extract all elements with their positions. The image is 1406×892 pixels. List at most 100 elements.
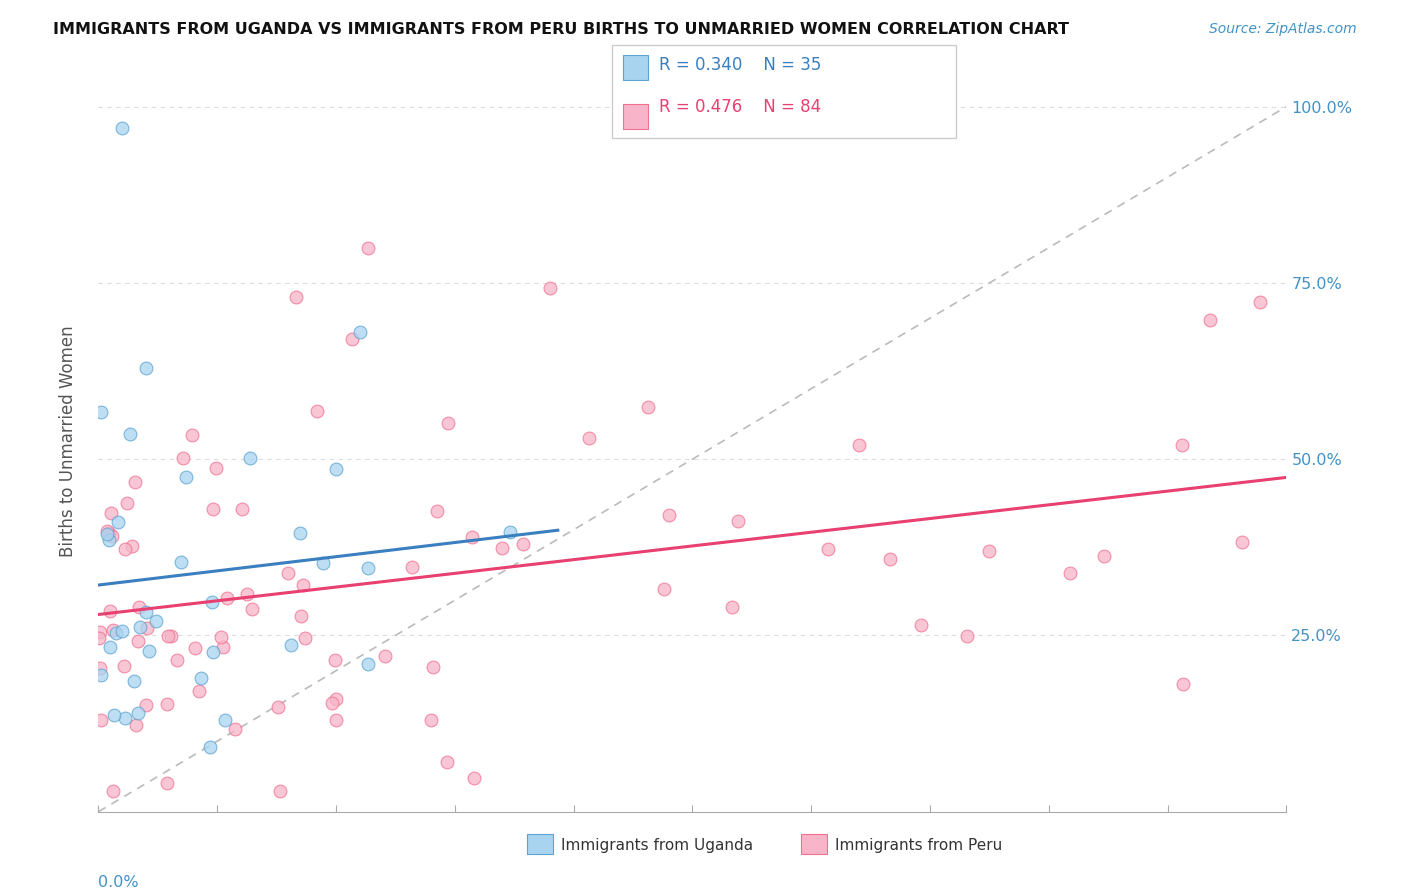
Point	[817, 542, 839, 557]
Point	[121, 540, 143, 554]
Point	[96, 527, 118, 541]
Point	[956, 629, 979, 643]
Point	[124, 475, 146, 489]
Point	[98, 640, 121, 654]
Point	[426, 504, 449, 518]
Text: Immigrants from Uganda: Immigrants from Uganda	[561, 838, 754, 853]
Point	[325, 692, 347, 706]
Point	[215, 591, 238, 605]
Point	[103, 623, 125, 637]
Point	[89, 661, 111, 675]
Point	[1173, 677, 1195, 691]
Point	[491, 541, 513, 555]
Point	[190, 671, 212, 685]
Point	[357, 561, 380, 575]
Point	[124, 674, 146, 689]
Point	[285, 290, 308, 304]
Point	[101, 529, 124, 543]
Point	[201, 501, 224, 516]
Point	[170, 555, 193, 569]
Point	[224, 723, 246, 737]
Point	[340, 332, 363, 346]
Point	[422, 659, 444, 673]
Point	[129, 620, 152, 634]
Point	[321, 696, 343, 710]
Point	[98, 604, 121, 618]
Point	[111, 624, 134, 638]
Point	[136, 621, 159, 635]
Point	[374, 648, 396, 663]
Point	[166, 652, 188, 666]
Text: 0.0%: 0.0%	[98, 875, 139, 889]
Point	[103, 707, 125, 722]
Point	[848, 438, 870, 452]
Point	[160, 629, 183, 643]
Point	[720, 600, 742, 615]
Point	[437, 416, 460, 430]
Point	[100, 506, 122, 520]
Point	[357, 241, 380, 255]
Point	[114, 542, 136, 557]
Point	[202, 644, 225, 658]
Point	[101, 783, 124, 797]
Point	[156, 776, 179, 790]
Point	[461, 530, 484, 544]
Point	[187, 684, 209, 698]
Point	[658, 508, 681, 522]
Point	[325, 713, 347, 727]
Point	[512, 537, 534, 551]
Point	[97, 525, 120, 540]
Point	[157, 629, 180, 643]
Text: Immigrants from Peru: Immigrants from Peru	[835, 838, 1002, 853]
Point	[127, 706, 149, 720]
Point	[1092, 549, 1115, 564]
Point	[89, 625, 111, 640]
Point	[727, 514, 749, 528]
Point	[201, 595, 224, 609]
Point	[977, 544, 1000, 558]
Point	[205, 460, 228, 475]
Point	[156, 697, 179, 711]
Point	[307, 404, 329, 418]
Point	[112, 659, 135, 673]
Point	[90, 667, 112, 681]
Point	[181, 427, 204, 442]
Point	[312, 557, 335, 571]
Point	[198, 740, 221, 755]
Point	[114, 711, 136, 725]
Point	[135, 360, 157, 375]
Point	[538, 281, 561, 295]
Point	[174, 470, 197, 484]
Point	[145, 614, 167, 628]
Point	[127, 634, 149, 648]
Point	[211, 640, 233, 654]
Point	[184, 640, 207, 655]
Point	[138, 643, 160, 657]
Point	[107, 515, 129, 529]
Point	[436, 756, 458, 770]
Point	[96, 524, 118, 538]
Point	[637, 400, 659, 414]
Point	[910, 617, 932, 632]
Point	[280, 638, 302, 652]
Point	[1249, 295, 1271, 310]
Y-axis label: Births to Unmarried Women: Births to Unmarried Women	[59, 326, 77, 558]
Point	[115, 496, 138, 510]
Point	[499, 524, 522, 539]
Point	[269, 783, 291, 797]
Point	[325, 462, 347, 476]
Point	[209, 630, 232, 644]
Point	[239, 450, 262, 465]
Point	[87, 631, 110, 645]
Point	[135, 606, 157, 620]
Point	[578, 431, 600, 445]
Point	[288, 525, 311, 540]
Point	[349, 325, 371, 339]
Point	[463, 771, 485, 785]
Point	[236, 587, 259, 601]
Point	[172, 451, 194, 466]
Point	[1059, 566, 1081, 581]
Point	[240, 601, 263, 615]
Text: IMMIGRANTS FROM UGANDA VS IMMIGRANTS FROM PERU BIRTHS TO UNMARRIED WOMEN CORRELA: IMMIGRANTS FROM UGANDA VS IMMIGRANTS FRO…	[53, 22, 1070, 37]
Point	[1170, 438, 1192, 452]
